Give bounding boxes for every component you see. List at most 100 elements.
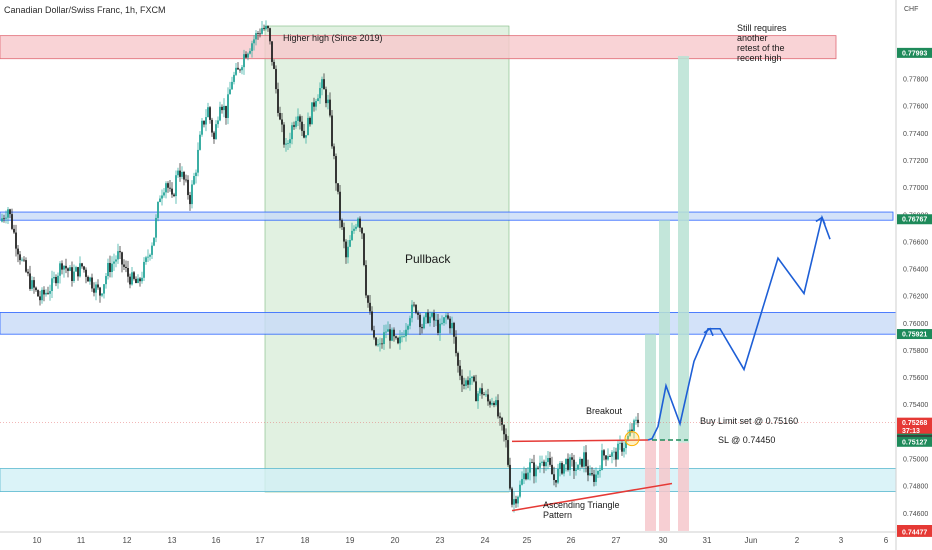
candle-body (529, 462, 531, 473)
candle-body (349, 240, 351, 247)
candle-body (295, 120, 297, 127)
candle-body (21, 259, 23, 261)
candle-body (139, 278, 141, 282)
candle-body (463, 384, 465, 386)
candle-body (367, 295, 369, 303)
candle-body (247, 53, 249, 58)
candle-body (183, 171, 185, 180)
trade-bar (659, 220, 670, 441)
candle-body (609, 456, 611, 457)
candle-body (149, 254, 151, 257)
candle-body (563, 464, 565, 474)
x-tick-label: 2 (795, 536, 800, 545)
candle-body (501, 417, 503, 425)
candle-body (279, 112, 281, 120)
candle-body (577, 464, 579, 470)
candle-body (123, 264, 125, 267)
candle-body (371, 311, 373, 331)
candle-body (403, 336, 405, 337)
candle-body (417, 312, 419, 315)
candle-body (447, 315, 449, 319)
candle-body (387, 329, 389, 332)
x-tick-label: 16 (212, 536, 221, 545)
candle-body (451, 322, 453, 329)
candle-body (527, 472, 529, 480)
x-tick-label: 24 (481, 536, 490, 545)
candle-body (143, 261, 145, 278)
candle-body (299, 116, 301, 122)
x-tick-label: 19 (346, 536, 355, 545)
candle-body (305, 135, 307, 138)
candle-body (241, 67, 243, 71)
projection-arrow (703, 327, 714, 337)
candle-body (217, 120, 219, 125)
x-tick-label: 13 (168, 536, 177, 545)
candle-body (129, 276, 131, 285)
candle-body (393, 329, 395, 337)
candle-body (191, 184, 193, 205)
candle-body (469, 378, 471, 385)
candle-body (135, 278, 137, 284)
candle-body (413, 304, 415, 306)
price-badge-label: 0.77993 (902, 50, 927, 57)
x-tick-label: 18 (301, 536, 310, 545)
price-badge (897, 417, 932, 428)
candle-body (381, 343, 383, 345)
candle-body (233, 74, 235, 82)
candle-body (259, 33, 261, 35)
projection-path (647, 214, 831, 441)
buy-limit-label: Buy Limit set @ 0.75160 (700, 416, 798, 426)
candle-body (283, 124, 285, 145)
candle-body (235, 67, 237, 75)
candle-body (75, 267, 77, 272)
candle-body (509, 464, 511, 489)
candle-body (593, 474, 595, 482)
candle-body (79, 263, 81, 277)
candle-body (271, 41, 273, 62)
candle-body (445, 315, 447, 318)
candle-body (99, 287, 101, 296)
candle-body (9, 209, 11, 215)
candle-body (613, 451, 615, 453)
candle-body (225, 105, 227, 118)
candle-body (515, 499, 517, 504)
y-tick-label: 0.75000 (903, 457, 928, 464)
candle-body (607, 456, 609, 460)
candle-body (171, 188, 173, 195)
candle-body (353, 228, 355, 231)
candle-body (219, 106, 221, 121)
candle-body (611, 452, 613, 457)
candle-body (179, 170, 181, 177)
candle-body (423, 317, 425, 329)
candle-body (39, 296, 41, 301)
candle-body (571, 457, 573, 460)
y-tick-label: 0.74600 (903, 511, 928, 518)
price-badge (897, 214, 932, 225)
candle-body (185, 179, 187, 181)
x-tick-label: 23 (436, 536, 445, 545)
triangle-label: Ascending Triangle (543, 500, 620, 510)
zone-upper-blue (0, 211, 894, 221)
trade-bar (678, 55, 689, 443)
candle-body (407, 325, 409, 330)
candle-body (519, 484, 521, 497)
candle-body (635, 419, 637, 421)
candle-body (605, 455, 607, 460)
candle-body (345, 241, 347, 258)
candle-body (633, 420, 635, 431)
x-tick-label: 12 (123, 536, 132, 545)
candle-body (369, 302, 371, 312)
candle-body (97, 284, 99, 288)
candle-body (589, 473, 591, 476)
candle-body (27, 271, 29, 274)
candle-body (265, 26, 267, 29)
candle-body (439, 323, 441, 333)
trade-bar (645, 440, 656, 531)
candle-body (435, 319, 437, 321)
triangle-lower-line (511, 482, 673, 512)
candle-body (93, 288, 95, 293)
candle-body (567, 458, 569, 470)
candle-body (415, 304, 417, 313)
candle-body (443, 317, 445, 323)
candle-body (497, 400, 499, 417)
